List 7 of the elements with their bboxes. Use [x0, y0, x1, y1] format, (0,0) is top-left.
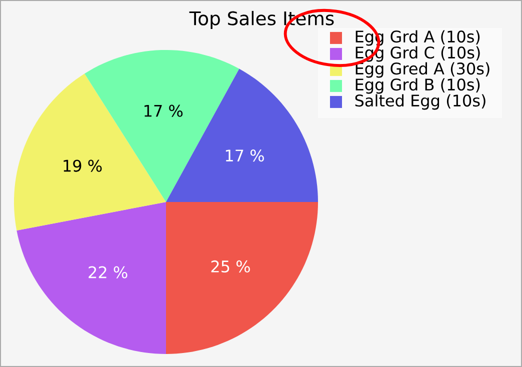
legend-label: Salted Egg (10s) — [355, 94, 486, 110]
data-label: 17 % — [144, 104, 183, 117]
data-label: 17 % — [226, 150, 264, 162]
data-label: 25 % — [211, 260, 250, 273]
legend-label: Egg Grd B (10s) — [356, 78, 480, 94]
data-label: 19 % — [64, 160, 102, 172]
data-label: 22 % — [88, 266, 128, 278]
